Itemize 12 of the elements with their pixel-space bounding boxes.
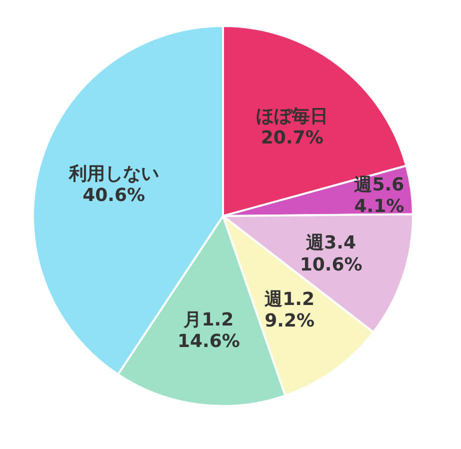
data-label: 10.6%	[300, 254, 362, 276]
slice-label: ほぼ毎日	[256, 106, 328, 127]
slice-label: 週1.2	[264, 288, 314, 310]
data-label: 20.7%	[260, 127, 324, 148]
slice-label: 利用しない	[68, 164, 159, 184]
data-label: 9.2%	[264, 310, 315, 332]
data-label: 4.1%	[354, 196, 404, 218]
slice-label: 週5.6	[353, 174, 404, 196]
data-label: 40.6%	[82, 185, 146, 206]
data-label: 14.6%	[177, 331, 240, 352]
slice-label: 月1.2	[182, 309, 234, 330]
slice-label: 週3.4	[305, 232, 356, 254]
